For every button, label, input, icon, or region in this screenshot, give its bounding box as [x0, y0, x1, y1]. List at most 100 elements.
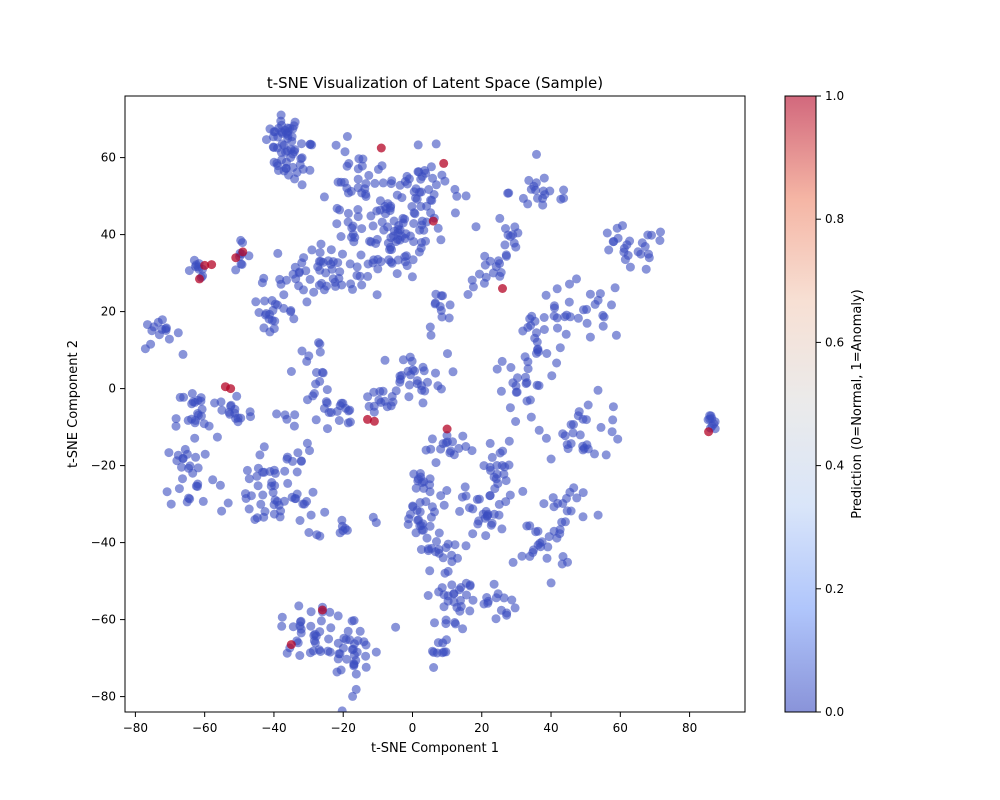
- scatter-point-normal: [333, 611, 343, 621]
- scatter-point-normal: [401, 251, 411, 261]
- scatter-point-normal: [244, 504, 254, 514]
- scatter-point-normal: [501, 251, 511, 261]
- scatter-point-normal: [328, 274, 338, 284]
- scatter-point-normal: [455, 506, 465, 516]
- scatter-point-normal: [282, 648, 292, 658]
- scatter-point-normal: [325, 647, 335, 657]
- scatter-point-normal: [573, 411, 583, 421]
- scatter-point-normal: [555, 343, 565, 353]
- scatter-point-normal: [465, 581, 475, 591]
- scatter-point-normal: [523, 364, 533, 374]
- scatter-point-normal: [441, 619, 451, 629]
- scatter-point-normal: [500, 240, 510, 250]
- scatter-point-anomaly: [226, 384, 236, 394]
- scatter-point-normal: [572, 274, 581, 284]
- scatter-point-normal: [411, 528, 421, 538]
- scatter-point-normal: [501, 224, 510, 233]
- y-tick-label: 60: [101, 151, 116, 165]
- scatter-point-normal: [517, 551, 527, 561]
- scatter-point-normal: [315, 248, 325, 258]
- scatter-point-normal: [288, 269, 298, 279]
- scatter-point-normal: [552, 284, 562, 294]
- scatter-point-normal: [342, 132, 352, 141]
- scatter-point-normal: [437, 170, 447, 180]
- scatter-point-normal: [311, 631, 321, 641]
- scatter-point-normal: [313, 262, 323, 272]
- scatter-point-normal: [339, 633, 349, 643]
- scatter-point-normal: [431, 139, 441, 149]
- scatter-point-normal: [439, 500, 449, 510]
- x-axis-ticks: −80 −60 −40 −20 0 20 40 60 80: [123, 712, 697, 735]
- scatter-point-normal: [585, 332, 595, 342]
- scatter-point-normal: [305, 139, 315, 149]
- scatter-point-normal: [705, 411, 715, 421]
- scatter-point-normal: [504, 436, 514, 446]
- scatter-point-normal: [324, 408, 334, 417]
- scatter-point-normal: [518, 326, 528, 336]
- scatter-point-normal: [295, 651, 305, 660]
- scatter-point-normal: [609, 237, 619, 246]
- scatter-point-normal: [319, 285, 329, 295]
- y-tick-label: 20: [101, 305, 116, 319]
- scatter-point-normal: [447, 580, 457, 590]
- scatter-point-normal: [282, 146, 292, 156]
- scatter-point-normal: [559, 185, 569, 195]
- scatter-point-normal: [546, 454, 556, 464]
- scatter-point-normal: [522, 521, 532, 531]
- scatter-point-normal: [647, 230, 656, 240]
- scatter-point-normal: [625, 262, 635, 272]
- scatter-point-normal: [395, 180, 405, 190]
- x-tick-label: 20: [474, 721, 489, 735]
- scatter-point-normal: [443, 349, 452, 359]
- scatter-point-normal: [237, 260, 247, 269]
- scatter-point-normal: [184, 463, 194, 473]
- scatter-point-normal: [173, 328, 183, 338]
- scatter-point-normal: [467, 275, 477, 285]
- scatter-point-normal: [494, 499, 504, 509]
- scatter-point-normal: [356, 250, 366, 260]
- scatter-point-normal: [445, 300, 455, 310]
- scatter-point-normal: [190, 397, 200, 407]
- scatter-point-normal: [353, 174, 363, 184]
- scatter-point-normal: [539, 313, 549, 322]
- scatter-point-normal: [357, 161, 367, 171]
- scatter-point-normal: [495, 448, 505, 458]
- scatter-point-normal: [564, 297, 574, 307]
- scatter-point-normal: [311, 379, 321, 389]
- scatter-point-normal: [292, 467, 302, 477]
- scatter-point-normal: [608, 415, 618, 425]
- scatter-point-normal: [295, 621, 305, 631]
- scatter-point-normal: [538, 200, 548, 210]
- scatter-point-normal: [265, 124, 275, 134]
- scatter-point-normal: [386, 257, 396, 267]
- scatter-point-normal: [471, 222, 481, 232]
- scatter-point-normal: [423, 544, 433, 554]
- scatter-point-normal: [338, 249, 347, 259]
- scatter-point-normal: [294, 281, 304, 291]
- scatter-point-normal: [404, 392, 414, 402]
- scatter-point-normal: [419, 483, 429, 493]
- scatter-point-normal: [376, 257, 386, 267]
- scatter-point-normal: [290, 410, 300, 420]
- scatter-point-normal: [458, 431, 468, 441]
- scatter-point-anomaly: [195, 274, 204, 284]
- scatter-point-normal: [258, 467, 268, 477]
- scatter-point-anomaly: [200, 260, 210, 270]
- scatter-point-normal: [343, 626, 353, 636]
- scatter-point-normal: [601, 450, 611, 460]
- scatter-point-normal: [340, 147, 350, 157]
- scatter-point-normal: [456, 602, 466, 611]
- scatter-point-normal: [244, 474, 254, 484]
- colorbar-tick-label: 0.2: [825, 582, 844, 596]
- scatter-point-normal: [233, 417, 243, 427]
- scatter-point-normal: [560, 517, 570, 527]
- scatter-point-normal: [561, 329, 571, 339]
- scatter-point-normal: [539, 325, 549, 334]
- scatter-point-normal: [434, 528, 444, 538]
- scatter-point-normal: [216, 397, 226, 407]
- scatter-point-normal: [496, 605, 506, 615]
- scatter-point-normal: [331, 140, 341, 150]
- scatter-point-normal: [525, 395, 535, 405]
- scatter-point-normal: [335, 205, 345, 215]
- scatter-point-normal: [371, 647, 381, 657]
